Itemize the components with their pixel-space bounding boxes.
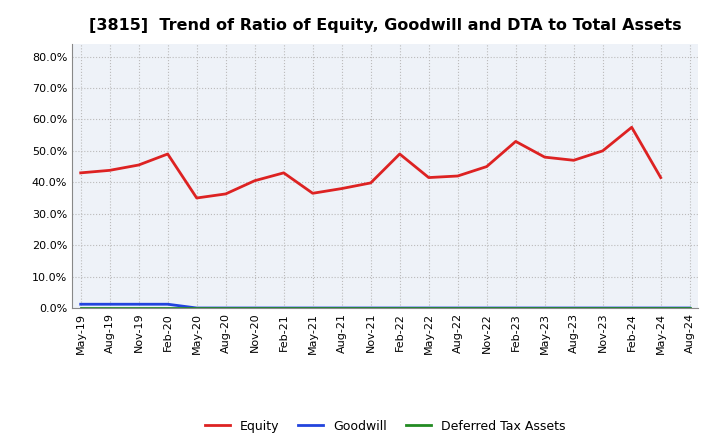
Goodwill (76, 301, 85, 307)
Equity (192, 195, 201, 201)
Deferred Tax Assets (251, 305, 259, 310)
Goodwill (135, 301, 143, 307)
Equity (598, 148, 607, 154)
Equity (395, 151, 404, 157)
Equity (657, 175, 665, 180)
Goodwill (598, 305, 607, 311)
Goodwill (221, 305, 230, 311)
Equity (541, 154, 549, 160)
Equity (221, 191, 230, 197)
Goodwill (511, 305, 520, 311)
Goodwill (279, 305, 288, 311)
Line: Goodwill: Goodwill (81, 304, 690, 308)
Equity (511, 139, 520, 144)
Goodwill (454, 305, 462, 311)
Goodwill (482, 305, 491, 311)
Equity (482, 164, 491, 169)
Deferred Tax Assets (395, 305, 404, 310)
Equity (424, 175, 433, 180)
Goodwill (627, 305, 636, 311)
Goodwill (657, 305, 665, 311)
Goodwill (570, 305, 578, 311)
Equity (105, 168, 114, 173)
Deferred Tax Assets (163, 305, 172, 310)
Goodwill (424, 305, 433, 311)
Equity (163, 151, 172, 157)
Goodwill (105, 301, 114, 307)
Deferred Tax Assets (570, 305, 578, 310)
Goodwill (338, 305, 346, 311)
Equity (308, 191, 317, 196)
Deferred Tax Assets (279, 305, 288, 310)
Equity (338, 186, 346, 191)
Goodwill (685, 305, 694, 311)
Deferred Tax Assets (192, 305, 201, 310)
Equity (76, 170, 85, 176)
Deferred Tax Assets (598, 305, 607, 310)
Deferred Tax Assets (627, 305, 636, 310)
Deferred Tax Assets (657, 305, 665, 310)
Deferred Tax Assets (105, 305, 114, 310)
Line: Equity: Equity (81, 127, 661, 198)
Title: [3815]  Trend of Ratio of Equity, Goodwill and DTA to Total Assets: [3815] Trend of Ratio of Equity, Goodwil… (89, 18, 682, 33)
Deferred Tax Assets (76, 305, 85, 310)
Deferred Tax Assets (135, 305, 143, 310)
Goodwill (308, 305, 317, 311)
Goodwill (541, 305, 549, 311)
Deferred Tax Assets (454, 305, 462, 310)
Equity (366, 180, 375, 186)
Deferred Tax Assets (338, 305, 346, 310)
Goodwill (192, 305, 201, 311)
Deferred Tax Assets (308, 305, 317, 310)
Goodwill (366, 305, 375, 311)
Equity (279, 170, 288, 176)
Deferred Tax Assets (541, 305, 549, 310)
Deferred Tax Assets (221, 305, 230, 310)
Equity (627, 125, 636, 130)
Goodwill (163, 301, 172, 307)
Legend: Equity, Goodwill, Deferred Tax Assets: Equity, Goodwill, Deferred Tax Assets (200, 414, 570, 437)
Equity (251, 178, 259, 183)
Equity (570, 158, 578, 163)
Deferred Tax Assets (685, 305, 694, 310)
Deferred Tax Assets (482, 305, 491, 310)
Deferred Tax Assets (366, 305, 375, 310)
Deferred Tax Assets (511, 305, 520, 310)
Equity (135, 162, 143, 168)
Equity (454, 173, 462, 179)
Deferred Tax Assets (424, 305, 433, 310)
Goodwill (251, 305, 259, 311)
Goodwill (395, 305, 404, 311)
